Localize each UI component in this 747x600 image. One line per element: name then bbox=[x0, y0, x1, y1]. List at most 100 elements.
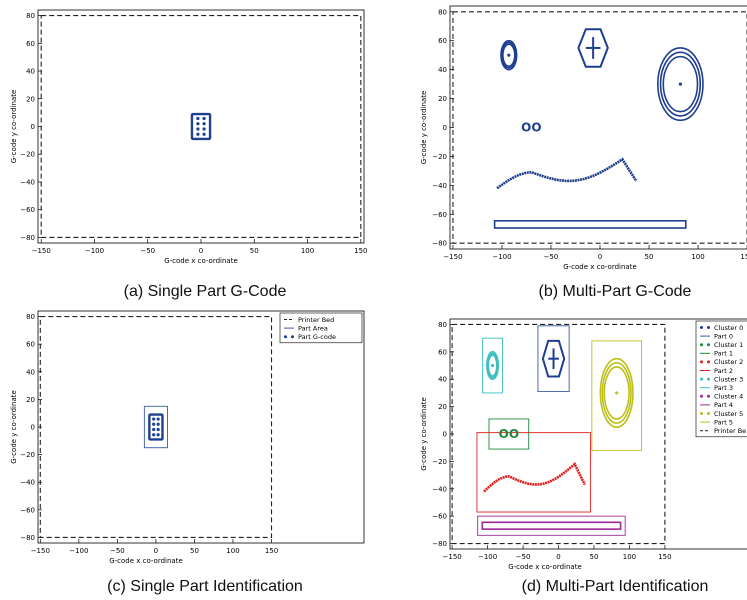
x-axis-label: G-code x co-ordinate bbox=[563, 263, 637, 271]
y-tick-label: −80 bbox=[20, 234, 35, 242]
ring-path bbox=[603, 366, 630, 420]
x-axis-label: G-code x co-ordinate bbox=[164, 257, 238, 265]
plot-area bbox=[37, 9, 365, 244]
x-tick-label: −150 bbox=[443, 553, 462, 561]
y-tick-label: −80 bbox=[20, 534, 35, 542]
y-tick-label: 60 bbox=[26, 341, 35, 349]
y-tick-label: 0 bbox=[443, 431, 447, 439]
part-outline bbox=[190, 112, 212, 141]
legend-label: Part 3 bbox=[714, 384, 733, 392]
y-tick-label: 20 bbox=[438, 95, 447, 103]
legend-label: Printer Be bbox=[714, 427, 746, 435]
bar-outline bbox=[493, 219, 687, 229]
part-text: OO bbox=[521, 121, 541, 135]
part-area-box bbox=[476, 432, 591, 513]
ring-path bbox=[487, 354, 498, 377]
y-axis-label: G-code y co-ordinate bbox=[420, 91, 428, 165]
y-tick-label: −60 bbox=[20, 506, 35, 514]
y-tick-label: 80 bbox=[26, 12, 35, 20]
chart-single-part-gcode: −150 −100 −50 0 50 100 150 −80 −60 −40 −20 0 20 40 60 8… bbox=[10, 9, 367, 265]
y-tick-label: −60 bbox=[20, 206, 35, 214]
ring-path bbox=[501, 41, 517, 69]
legend-label: Part Area bbox=[298, 324, 328, 332]
curve-path bbox=[496, 157, 638, 190]
y-tick-label: −60 bbox=[432, 211, 447, 219]
y-tick-label: −60 bbox=[432, 513, 447, 521]
part-hexagon bbox=[541, 339, 566, 378]
part-area-box bbox=[477, 515, 626, 536]
x-tick-label: 50 bbox=[645, 253, 654, 261]
part-area-box bbox=[537, 325, 570, 393]
legend-swatch bbox=[700, 377, 703, 381]
ring-center-point bbox=[615, 391, 619, 395]
legend-swatch bbox=[700, 360, 703, 364]
y-tick-label: −80 bbox=[432, 540, 447, 548]
legend-label: Part 2 bbox=[714, 367, 733, 375]
x-tick-label: 50 bbox=[190, 547, 199, 555]
gcode-point bbox=[152, 417, 156, 421]
part-area-box bbox=[482, 337, 503, 394]
gcode-point bbox=[156, 433, 160, 437]
gcode-point bbox=[196, 116, 200, 121]
legend-swatch bbox=[707, 412, 710, 415]
legend-label: Part 4 bbox=[714, 401, 733, 409]
x-tick-label: −150 bbox=[32, 247, 51, 255]
y-tick-label: 80 bbox=[438, 321, 447, 329]
y-tick-label: 80 bbox=[438, 8, 447, 16]
legend-label: Printer Bed bbox=[298, 316, 334, 324]
y-tick-label: 0 bbox=[443, 124, 447, 132]
x-tick-label: 100 bbox=[226, 547, 239, 555]
gcode-point bbox=[152, 433, 156, 437]
x-tick-label: 100 bbox=[691, 253, 704, 261]
gcode-point bbox=[156, 427, 160, 432]
part-rect bbox=[190, 112, 212, 141]
legend-label: Cluster 0 bbox=[714, 324, 743, 332]
x-tick-label: −50 bbox=[110, 547, 125, 555]
bar-outline bbox=[481, 521, 622, 530]
gcode-point bbox=[196, 122, 200, 126]
gcode-point bbox=[196, 127, 200, 131]
y-tick-label: 60 bbox=[26, 40, 35, 48]
y-tick-label: −40 bbox=[432, 485, 447, 493]
legend-label: Part 0 bbox=[714, 332, 733, 340]
x-tick-label: −100 bbox=[69, 547, 88, 555]
chart-single-part-identification: −150 −100 −50 0 50 100 150 −80 −60 −40 −20 0 20 40 60 8… bbox=[10, 310, 365, 565]
part-rect bbox=[148, 413, 164, 441]
legend-swatch bbox=[284, 335, 287, 339]
gcode-point bbox=[152, 422, 156, 426]
x-tick-label: 150 bbox=[354, 247, 367, 255]
y-tick-label: 20 bbox=[26, 95, 35, 103]
ring-path bbox=[662, 55, 699, 113]
part-curve bbox=[483, 462, 586, 493]
part-area-box bbox=[143, 405, 168, 449]
gcode-point bbox=[202, 122, 206, 126]
gcode-point bbox=[196, 132, 200, 136]
x-tick-label: 0 bbox=[598, 253, 602, 261]
x-axis-label: G-code x co-ordinate bbox=[109, 557, 183, 565]
caption-a: (a) Single Part G-Code bbox=[123, 283, 287, 300]
y-tick-label: −40 bbox=[20, 479, 35, 487]
y-tick-label: −80 bbox=[432, 240, 447, 248]
gcode-point bbox=[156, 417, 160, 421]
y-tick-label: 0 bbox=[31, 424, 35, 432]
part-area-box bbox=[488, 418, 530, 450]
x-tick-label: 50 bbox=[250, 247, 259, 255]
part-outline bbox=[148, 413, 164, 441]
hexagon-outline bbox=[541, 339, 566, 378]
x-tick-label: −100 bbox=[85, 247, 104, 255]
x-tick-label: 150 bbox=[740, 253, 747, 261]
y-axis-label: G-code y co-ordinate bbox=[10, 390, 18, 464]
legend-swatch bbox=[700, 412, 703, 415]
legend-swatch bbox=[700, 343, 703, 347]
printer-bed-outline bbox=[451, 323, 666, 545]
caption-d: (d) Multi-Part Identification bbox=[521, 578, 709, 595]
y-tick-label: 40 bbox=[26, 368, 35, 376]
legend-box bbox=[695, 320, 747, 438]
legend-swatch bbox=[707, 343, 710, 347]
x-tick-label: 0 bbox=[199, 247, 203, 255]
part-text: OO bbox=[499, 427, 519, 441]
gcode-point bbox=[202, 116, 206, 121]
y-tick-label: 40 bbox=[26, 68, 35, 76]
